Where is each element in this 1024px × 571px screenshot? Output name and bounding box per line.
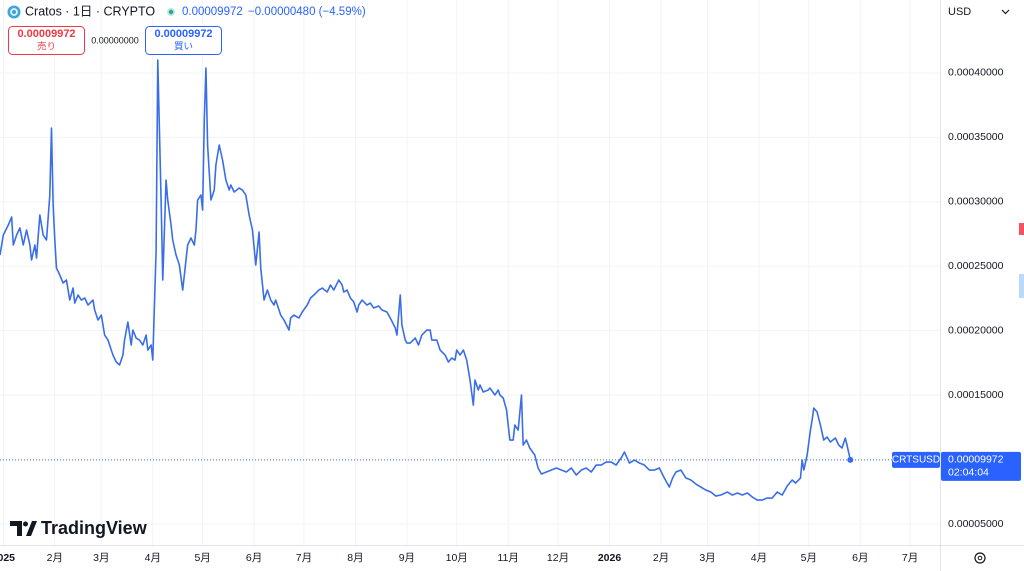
sell-label: 売り xyxy=(37,41,56,53)
x-tick-label: 3月 xyxy=(93,552,109,564)
market-status xyxy=(168,9,174,15)
x-tick-label: 7月 xyxy=(296,552,312,564)
symbol-title[interactable]: Cratos · 1日 · CRYPTO xyxy=(25,4,155,18)
buy-price: 0.00009972 xyxy=(154,28,212,40)
y-tick-label: 0.00025000 xyxy=(948,260,1004,272)
x-tick-label: 3月 xyxy=(699,552,715,564)
header-last-price: 0.00009972 xyxy=(182,6,243,18)
brand-name: TradingView xyxy=(41,518,148,538)
x-tick-label: 12月 xyxy=(547,552,569,564)
symbol-tag-text: CRTSUSD xyxy=(892,455,940,466)
price-line xyxy=(0,59,852,501)
brand-logo xyxy=(10,521,37,536)
sell-button[interactable] xyxy=(8,26,85,55)
sell-price: 0.00009972 xyxy=(17,28,75,40)
buy-label: 買い xyxy=(174,42,193,53)
last-price-dot xyxy=(847,456,854,463)
y-tick-label: 0.00020000 xyxy=(948,324,1004,336)
price-tag xyxy=(941,451,1021,481)
price-tag-countdown: 02:04:04 xyxy=(948,467,989,479)
y-tick-label: 0.00015000 xyxy=(948,389,1004,401)
symbol-icon-ring xyxy=(10,8,18,16)
symbol-tag xyxy=(892,451,940,468)
price-tag-value: 0.00009972 xyxy=(948,454,1004,466)
x-tick-label: 2月 xyxy=(47,552,63,564)
brand-logo-dot xyxy=(23,521,28,527)
spread: 0.00000000 xyxy=(91,35,139,45)
axis-marker-buy xyxy=(1019,274,1024,298)
x-tick-label: 5月 xyxy=(194,552,210,564)
plot-area xyxy=(0,0,940,545)
axis-marker-sell xyxy=(1019,223,1024,235)
x-tick-label: 2025 xyxy=(0,552,15,564)
symbol-icon xyxy=(7,5,21,19)
x-tick-label: 8月 xyxy=(347,552,363,564)
currency-chevron[interactable] xyxy=(1001,9,1010,15)
currency-selector[interactable]: USD xyxy=(948,6,971,18)
settings-icon-center[interactable] xyxy=(977,555,983,561)
x-tick-label: 9月 xyxy=(399,552,415,564)
y-tick-label: 0.00030000 xyxy=(948,196,1004,208)
y-tick-label: 0.00005000 xyxy=(948,518,1004,530)
y-tick-label: 0.00035000 xyxy=(948,131,1004,143)
x-tick-label: 5月 xyxy=(801,552,817,564)
x-tick-label: 6月 xyxy=(246,552,262,564)
x-tick-label: 10月 xyxy=(446,552,468,564)
x-tick-label: 4月 xyxy=(751,552,767,564)
header-change: −0.00000480 (−4.59%) xyxy=(248,6,366,18)
settings-icon[interactable] xyxy=(974,552,986,564)
y-tick-label: 0.00040000 xyxy=(948,67,1004,79)
x-tick-label: 2月 xyxy=(653,552,669,564)
buy-button[interactable] xyxy=(145,26,222,55)
x-tick-label: 6月 xyxy=(852,552,868,564)
x-tick-label: 11月 xyxy=(497,552,518,564)
x-tick-label: 2026 xyxy=(598,552,622,564)
x-tick-label: 7月 xyxy=(902,552,918,564)
x-tick-label: 4月 xyxy=(145,552,161,564)
